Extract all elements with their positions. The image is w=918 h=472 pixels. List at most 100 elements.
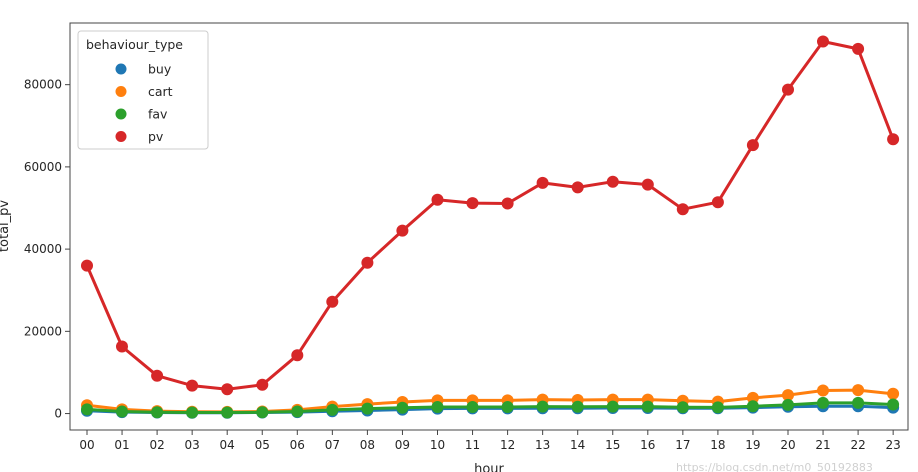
x-tick-label: 03 <box>185 438 200 452</box>
data-point-pv <box>782 83 794 96</box>
x-axis-title: hour <box>474 462 504 472</box>
legend-label-fav: fav <box>148 107 168 122</box>
data-point-pv <box>676 203 689 216</box>
x-tick-label: 18 <box>710 438 725 452</box>
x-tick-label: 05 <box>255 438 270 452</box>
data-point-fav <box>116 405 128 418</box>
data-point-pv <box>466 197 479 210</box>
data-point-fav <box>746 400 759 413</box>
legend-marker-buy <box>115 63 127 75</box>
data-point-fav <box>361 402 374 415</box>
data-point-fav <box>676 401 689 414</box>
x-tick-label: 02 <box>149 438 164 452</box>
legend-label-cart: cart <box>148 84 173 99</box>
x-tick-label: 01 <box>114 438 129 452</box>
series-layer <box>81 35 900 419</box>
y-tick-label: 0 <box>54 407 62 421</box>
legend-marker-pv <box>115 131 127 142</box>
data-point-fav <box>186 406 199 419</box>
data-point-pv <box>746 139 759 152</box>
legend-label-pv: pv <box>148 129 164 144</box>
data-point-fav <box>431 401 444 413</box>
data-point-pv <box>116 340 128 353</box>
x-tick-label: 20 <box>780 438 795 452</box>
data-point-pv <box>81 259 93 272</box>
data-point-fav <box>466 401 479 413</box>
data-point-pv <box>641 178 654 191</box>
data-point-fav <box>151 406 164 419</box>
data-point-pv <box>186 379 199 392</box>
data-point-fav <box>817 396 829 409</box>
data-point-fav <box>501 401 514 413</box>
data-point-fav <box>571 400 584 413</box>
x-tick-label: 23 <box>886 438 901 452</box>
series-fav <box>81 396 900 419</box>
data-point-fav <box>606 400 619 413</box>
data-point-cart <box>852 384 865 397</box>
legend: behaviour_type buy cart fav pv <box>77 30 209 150</box>
x-axis: 00 01 02 03 04 05 06 07 08 09 10 11 12 13 14 15 16 17 18 19… <box>79 430 901 452</box>
data-point-pv <box>291 349 304 362</box>
data-point-fav <box>852 396 865 409</box>
data-point-pv <box>221 383 234 396</box>
x-tick-label: 16 <box>640 438 655 452</box>
x-tick-label: 14 <box>570 438 585 452</box>
series-pv <box>81 35 900 396</box>
x-tick-label: 15 <box>605 438 620 452</box>
x-tick-label: 10 <box>430 438 445 452</box>
data-point-pv <box>361 256 374 269</box>
data-point-pv <box>817 35 829 48</box>
y-tick-label: 20000 <box>24 324 62 338</box>
legend-marker-cart <box>115 86 127 97</box>
data-point-pv <box>711 196 724 209</box>
x-tick-label: 08 <box>360 438 375 452</box>
x-tick-label: 17 <box>675 438 690 452</box>
data-point-cart <box>782 389 794 402</box>
data-point-pv <box>151 369 164 382</box>
y-tick-label: 80000 <box>24 78 62 92</box>
y-axis: 0 20000 40000 60000 80000 <box>24 78 70 421</box>
x-tick-label: 12 <box>500 438 515 452</box>
data-point-fav <box>396 401 409 414</box>
data-point-pv <box>431 193 444 206</box>
data-point-cart <box>887 387 900 400</box>
data-point-fav <box>81 403 93 416</box>
x-tick-label: 00 <box>79 438 94 452</box>
data-point-pv <box>256 378 269 391</box>
x-tick-label: 13 <box>535 438 550 452</box>
data-point-pv <box>852 42 865 55</box>
x-tick-label: 22 <box>850 438 865 452</box>
x-tick-label: 07 <box>325 438 340 452</box>
data-point-pv <box>887 133 900 146</box>
data-point-fav <box>782 398 794 411</box>
data-point-pv <box>326 295 339 308</box>
y-axis-title: total_pv <box>0 200 12 252</box>
data-point-pv <box>396 224 409 237</box>
y-tick-label: 40000 <box>24 242 62 256</box>
x-tick-label: 21 <box>815 438 830 452</box>
data-point-fav <box>887 398 900 411</box>
legend-label-buy: buy <box>148 62 172 77</box>
plot-area <box>69 22 909 431</box>
legend-title: behaviour_type <box>86 37 183 52</box>
data-point-fav <box>256 406 269 419</box>
data-point-pv <box>571 181 584 194</box>
watermark: https://blog.csdn.net/m0_50192883 <box>676 461 873 472</box>
data-point-fav <box>291 405 304 418</box>
x-tick-label: 11 <box>465 438 480 452</box>
data-point-fav <box>221 406 234 419</box>
x-tick-label: 04 <box>220 438 235 452</box>
y-tick-label: 60000 <box>24 160 62 174</box>
data-point-pv <box>606 175 619 188</box>
data-point-pv <box>536 176 549 189</box>
legend-entries: buy cart fav pv <box>115 62 173 144</box>
x-tick-label: 06 <box>290 438 305 452</box>
legend-box <box>77 30 209 150</box>
data-point-fav <box>711 401 724 414</box>
data-point-fav <box>641 400 654 413</box>
x-tick-label: 19 <box>745 438 760 452</box>
data-point-cart <box>817 384 829 397</box>
data-point-fav <box>536 400 549 413</box>
x-tick-label: 09 <box>395 438 410 452</box>
